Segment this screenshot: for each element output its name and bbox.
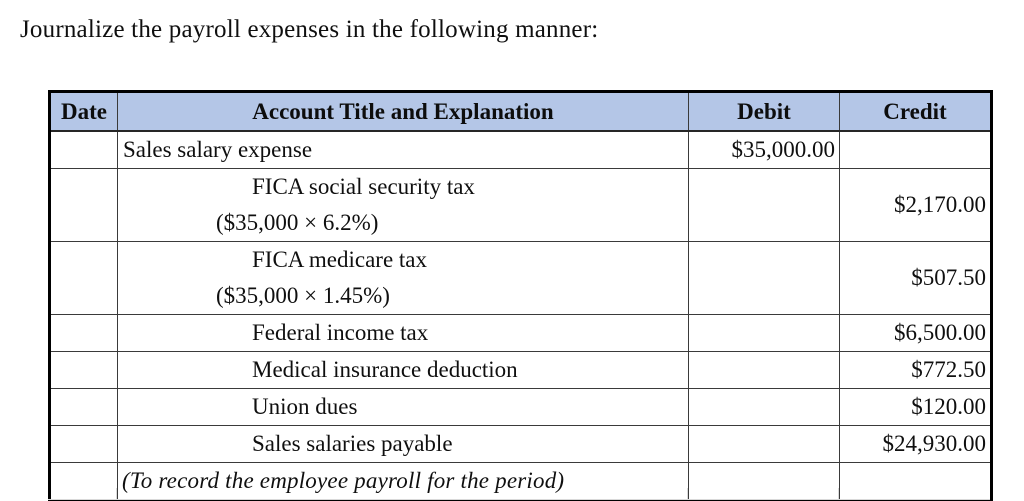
account-cell: (To record the employee payroll for the … bbox=[117, 462, 689, 501]
col-header-account: Account Title and Explanation bbox=[117, 91, 689, 132]
account-line: FICA social security tax bbox=[252, 174, 475, 199]
explanation-line: (To record the employee payroll for the … bbox=[122, 468, 565, 493]
table-row: (To record the employee payroll for the … bbox=[49, 462, 992, 501]
account-cell: Union dues bbox=[117, 388, 689, 426]
table-row: Medical insurance deduction $772.50 bbox=[49, 351, 992, 389]
debit-cell bbox=[688, 241, 840, 315]
table-row: FICA medicare tax ($35,000 × 1.45%) $507… bbox=[49, 241, 992, 315]
date-cell bbox=[49, 462, 118, 501]
credit-cell: $2,170.00 bbox=[839, 168, 992, 242]
account-line: Medical insurance deduction bbox=[252, 357, 518, 382]
table-row: FICA social security tax ($35,000 × 6.2%… bbox=[49, 168, 992, 242]
account-line: FICA medicare tax bbox=[252, 247, 428, 272]
debit-cell bbox=[688, 168, 840, 242]
account-cell: Sales salary expense bbox=[117, 130, 689, 169]
credit-cell: $507.50 bbox=[839, 241, 992, 315]
account-line: Federal income tax bbox=[252, 320, 429, 345]
account-cell: Sales salaries payable bbox=[117, 425, 689, 463]
credit-cell: $120.00 bbox=[839, 388, 992, 426]
account-cell: Medical insurance deduction bbox=[117, 351, 689, 389]
account-line: Sales salary expense bbox=[123, 137, 313, 162]
table-row: Sales salaries payable $24,930.00 bbox=[49, 425, 992, 463]
credit-cell: $24,930.00 bbox=[839, 425, 992, 463]
gridline-stub bbox=[116, 488, 117, 499]
date-cell bbox=[49, 425, 118, 463]
journal-entry-table: Date Account Title and Explanation Debit… bbox=[48, 90, 993, 501]
date-cell bbox=[49, 314, 118, 352]
date-cell bbox=[49, 130, 118, 169]
debit-cell: $35,000.00 bbox=[688, 130, 840, 169]
table-row: Sales salary expense $35,000.00 bbox=[49, 130, 992, 169]
col-header-credit: Credit bbox=[839, 91, 992, 132]
credit-cell: $6,500.00 bbox=[839, 314, 992, 352]
gridline-stub bbox=[838, 488, 839, 499]
debit-cell bbox=[688, 314, 840, 352]
col-header-date: Date bbox=[49, 91, 118, 132]
credit-cell bbox=[839, 462, 992, 501]
account-cell: Federal income tax bbox=[117, 314, 689, 352]
table-row: Union dues $120.00 bbox=[49, 388, 992, 426]
date-cell bbox=[49, 388, 118, 426]
date-cell bbox=[49, 241, 118, 315]
account-formula-line: ($35,000 × 6.2%) bbox=[216, 210, 379, 235]
table-header-row: Date Account Title and Explanation Debit… bbox=[49, 91, 992, 132]
account-cell: FICA social security tax ($35,000 × 6.2%… bbox=[117, 168, 689, 242]
credit-cell: $772.50 bbox=[839, 351, 992, 389]
col-header-debit: Debit bbox=[688, 91, 840, 132]
debit-cell bbox=[688, 388, 840, 426]
account-line: Union dues bbox=[252, 394, 358, 419]
table-row: Federal income tax $6,500.00 bbox=[49, 314, 992, 352]
credit-cell bbox=[839, 130, 992, 169]
date-cell bbox=[49, 168, 118, 242]
debit-cell bbox=[688, 351, 840, 389]
debit-cell bbox=[688, 425, 840, 463]
account-cell: FICA medicare tax ($35,000 × 1.45%) bbox=[117, 241, 689, 315]
account-formula-line: ($35,000 × 1.45%) bbox=[216, 283, 390, 308]
date-cell bbox=[49, 351, 118, 389]
gridline-stub bbox=[687, 488, 688, 499]
debit-cell bbox=[688, 462, 840, 501]
account-line: Sales salaries payable bbox=[252, 431, 453, 456]
page-title: Journalize the payroll expenses in the f… bbox=[20, 16, 599, 43]
gridline-stub bbox=[48, 499, 990, 500]
